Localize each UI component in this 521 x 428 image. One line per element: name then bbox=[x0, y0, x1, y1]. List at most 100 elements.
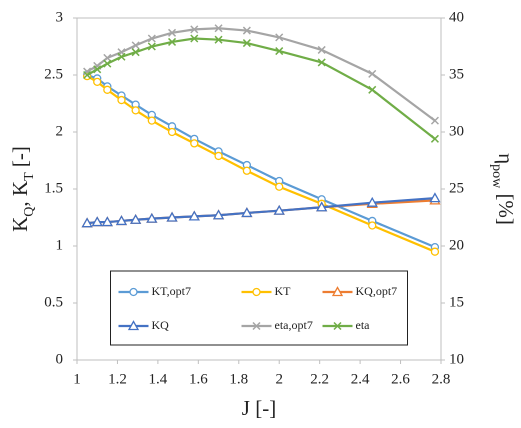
marker bbox=[368, 69, 377, 78]
marker bbox=[317, 45, 326, 54]
marker bbox=[115, 215, 128, 226]
y2-axis-label-part: [%] bbox=[494, 188, 518, 225]
legend-marker bbox=[129, 287, 138, 297]
marker bbox=[190, 139, 199, 148]
marker bbox=[131, 106, 140, 115]
legend-entry: KQ bbox=[118, 318, 170, 332]
marker bbox=[214, 24, 223, 33]
marker bbox=[83, 70, 92, 80]
marker bbox=[91, 216, 103, 227]
marker bbox=[316, 201, 328, 212]
marker bbox=[430, 134, 439, 143]
x-tick-label: 2.2 bbox=[310, 371, 329, 387]
legend-entry: eta bbox=[322, 318, 371, 332]
x-tick-label: 2.4 bbox=[351, 371, 370, 387]
marker bbox=[190, 34, 199, 43]
marker bbox=[214, 35, 223, 44]
marker bbox=[103, 85, 112, 94]
series-line bbox=[86, 37, 436, 140]
marker bbox=[168, 28, 177, 37]
x-tick-label: 1 bbox=[73, 371, 81, 387]
marker bbox=[147, 42, 156, 51]
marker bbox=[242, 39, 251, 48]
y2-axis-label-part: η bbox=[494, 153, 518, 164]
y2-tick-label: 40 bbox=[449, 9, 464, 25]
legend-marker bbox=[333, 321, 342, 331]
marker bbox=[430, 247, 440, 256]
x-tick-label: 1.8 bbox=[229, 371, 248, 387]
legend-entry: eta,opt7 bbox=[241, 318, 313, 332]
marker bbox=[317, 58, 326, 67]
marker bbox=[167, 127, 177, 137]
y-axis-label-part: K bbox=[8, 217, 32, 232]
marker bbox=[93, 77, 102, 86]
marker bbox=[101, 216, 113, 227]
marker bbox=[275, 182, 284, 191]
marker bbox=[212, 209, 225, 220]
marker bbox=[103, 59, 112, 68]
marker bbox=[242, 166, 252, 175]
legend-label: KQ,opt7 bbox=[356, 284, 398, 298]
marker bbox=[130, 213, 142, 224]
marker bbox=[131, 41, 140, 50]
x-tick-label: 2.8 bbox=[432, 371, 451, 387]
marker bbox=[188, 210, 200, 221]
y2-tick-label: 25 bbox=[449, 180, 464, 196]
marker bbox=[429, 192, 441, 203]
y-tick-label: 3 bbox=[56, 9, 64, 25]
marker bbox=[117, 95, 126, 105]
x-tick-label: 1.4 bbox=[149, 371, 168, 387]
legend-entry: KT bbox=[241, 284, 292, 298]
marker bbox=[241, 207, 253, 218]
marker bbox=[168, 37, 177, 46]
x-tick-label: 1.6 bbox=[189, 371, 208, 387]
x-axis-label: J [-] bbox=[242, 396, 276, 420]
y2-tick-label: 10 bbox=[449, 351, 464, 367]
y-axis-label-part: [-] bbox=[8, 146, 32, 172]
y2-tick-label: 35 bbox=[449, 66, 464, 82]
marker bbox=[93, 65, 102, 74]
y-tick-label: 1.5 bbox=[44, 180, 63, 196]
marker bbox=[368, 221, 377, 230]
legend-label: KQ bbox=[152, 318, 170, 332]
marker bbox=[81, 217, 93, 228]
y2-tick-label: 20 bbox=[449, 237, 464, 253]
legend-marker bbox=[127, 320, 140, 331]
y-tick-label: 0 bbox=[56, 351, 64, 367]
marker bbox=[147, 116, 156, 125]
marker bbox=[117, 52, 126, 61]
x-tick-label: 2 bbox=[275, 371, 283, 387]
marker bbox=[166, 211, 178, 222]
marker bbox=[242, 26, 251, 35]
marker bbox=[368, 85, 377, 94]
legend-entry: KT,opt7 bbox=[118, 284, 191, 298]
marker bbox=[275, 33, 284, 42]
x-tick-label: 2.6 bbox=[391, 371, 410, 387]
marker bbox=[366, 196, 378, 207]
y2-tick-label: 30 bbox=[449, 123, 464, 139]
y-tick-label: 0.5 bbox=[44, 294, 63, 310]
y-tick-label: 2.5 bbox=[44, 66, 63, 82]
marker bbox=[214, 151, 223, 161]
marker bbox=[275, 47, 284, 56]
y-axis-label-part: , K bbox=[8, 181, 32, 207]
marker bbox=[430, 116, 439, 125]
legend-marker bbox=[252, 321, 261, 331]
x-tick-label: 1.2 bbox=[108, 371, 127, 387]
legend-marker bbox=[252, 287, 261, 297]
y-tick-label: 1 bbox=[56, 237, 64, 253]
legend-label: eta,opt7 bbox=[275, 318, 313, 332]
series-line bbox=[86, 197, 436, 225]
legend-marker bbox=[331, 286, 344, 297]
marker bbox=[147, 34, 156, 43]
legend-label: eta bbox=[356, 318, 371, 332]
legend-label: KT,opt7 bbox=[152, 284, 191, 298]
legend-label: KT bbox=[275, 284, 292, 298]
legend-box bbox=[110, 270, 408, 346]
marker bbox=[190, 25, 199, 34]
marker bbox=[131, 48, 140, 57]
marker bbox=[146, 212, 158, 223]
marker bbox=[273, 204, 285, 215]
y-axis-label: KQ, KT [-] bbox=[8, 146, 37, 232]
